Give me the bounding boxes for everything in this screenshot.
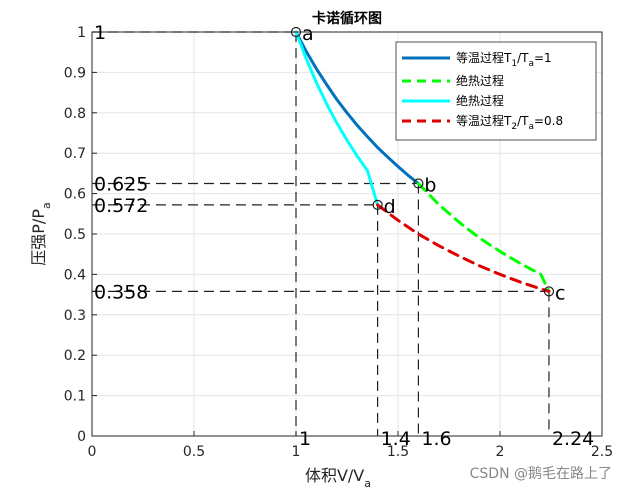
y-tick-label: 0.3 — [64, 308, 86, 324]
legend-t2-part-2: /T — [517, 114, 529, 128]
y-tick-label: 1 — [77, 25, 86, 41]
y-axis-label-subscript: a — [40, 202, 53, 209]
legend-t2-part-0: 等温过程T — [456, 113, 512, 128]
y-tick-label: 0 — [77, 429, 86, 445]
legend-t2-part-3: a — [528, 122, 534, 132]
point-marker-c — [543, 286, 555, 297]
y-tick-label: 0.8 — [64, 106, 86, 122]
series-adiabatic-green — [416, 182, 551, 293]
x-tick-label: 2.5 — [591, 444, 613, 460]
x-tick-label: 1 — [292, 444, 301, 460]
y-tick-label: 0.4 — [64, 267, 86, 283]
reference-x-value-label: 1.4 — [381, 428, 411, 450]
y-axis-label: 压强P/Pa — [29, 202, 53, 265]
reference-lines — [92, 31, 550, 436]
watermark: CSDN @鹅毛在路上了 — [470, 465, 612, 482]
series-isothermal-t2 — [376, 203, 551, 293]
legend-t1-part-1: 1 — [511, 59, 517, 69]
y-tick-label: 0.7 — [64, 146, 86, 162]
reference-x-value-label: 2.24 — [552, 428, 594, 450]
series-lines — [294, 30, 551, 293]
point-label-c: c — [555, 282, 565, 304]
y-tick-label: 0.5 — [64, 227, 86, 243]
x-tick-label: 1.5 — [387, 444, 409, 460]
reference-y-value-label: 0.625 — [94, 174, 148, 196]
series-isothermal-t1 — [294, 30, 420, 185]
x-tick-label: 2 — [496, 444, 505, 460]
x-tick-label: 0 — [88, 444, 97, 460]
point-marker-d — [372, 199, 383, 211]
legend-t2-part-1: 2 — [511, 122, 517, 132]
legend-label-adiabatic-green: 绝热过程 — [456, 73, 504, 88]
legend-t1-part-3: a — [528, 59, 534, 69]
reference-y-value-label: 1 — [94, 22, 106, 44]
reference-x-value-label: 1.6 — [421, 428, 451, 450]
chart-title: 卡诺循环图 — [312, 10, 382, 27]
point-label-a: a — [302, 23, 314, 45]
reference-y-value-label: 0.358 — [94, 281, 148, 303]
legend-label-isothermal-t2: 等温过程T2/Ta=0.8 — [456, 113, 563, 132]
legend-label-adiabatic-cyan: 绝热过程 — [456, 93, 504, 108]
point-label-b: b — [424, 175, 436, 197]
axis-ticks: 0 0.5 1 1.5 2 2.5 0 0.1 0.2 0.3 0.4 0.5 0.6 0.7 0.8 0.9… — [64, 25, 613, 460]
legend-t2-part-4: =0.8 — [534, 114, 563, 128]
x-axis-label-subscript: a — [364, 477, 371, 490]
legend-t1-part-4: =1 — [534, 51, 552, 65]
legend-label-isothermal-t1: 等温过程T1/Ta=1 — [456, 50, 552, 69]
x-tick-label: 0.5 — [183, 444, 205, 460]
y-tick-label: 0.1 — [64, 389, 86, 405]
x-axis-label-main: 体积V/V — [305, 466, 364, 485]
y-tick-label: 0.2 — [64, 348, 86, 364]
point-marker-b — [413, 178, 424, 189]
legend-t1-part-0: 等温过程T — [456, 50, 512, 65]
x-axis-label: 体积V/Va — [305, 466, 371, 490]
y-tick-label: 0.9 — [64, 65, 86, 81]
point-label-d: d — [384, 196, 396, 218]
legend-t1-part-2: /T — [517, 51, 529, 65]
y-tick-label: 0.6 — [64, 187, 86, 203]
legend: 等温过程T1/Ta=1 绝热过程 绝热过程 等温过程T2/Ta=0.8 — [395, 41, 597, 141]
y-axis-label-main: 压强P/P — [29, 209, 48, 266]
reference-x-value-label: 1 — [299, 428, 311, 450]
reference-y-value-label: 0.572 — [94, 195, 148, 217]
series-adiabatic-cyan — [294, 30, 380, 207]
